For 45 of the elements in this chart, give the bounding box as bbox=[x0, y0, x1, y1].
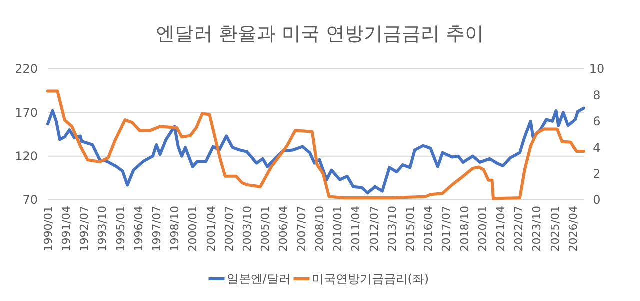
y2-tick-label: 4 bbox=[593, 140, 601, 155]
x-tick-label: 2026/04 bbox=[566, 206, 580, 252]
x-tick-label: 1995/01 bbox=[114, 206, 128, 252]
x-tick-label: 1992/07 bbox=[78, 206, 92, 252]
y2-tick-label: 8 bbox=[593, 88, 601, 102]
x-tick-label: 2003/10 bbox=[240, 206, 254, 252]
y-tick-label: 220 bbox=[15, 62, 38, 76]
x-tick-label: 2016/04 bbox=[422, 206, 436, 252]
x-tick-label: 2022/07 bbox=[512, 206, 526, 252]
x-tick-label: 1996/04 bbox=[132, 206, 146, 252]
y2-tick-label: 6 bbox=[593, 114, 601, 129]
x-tick-label: 2018/10 bbox=[458, 206, 472, 252]
x-tick-label: 2006/04 bbox=[277, 206, 290, 252]
x-tick-label: 1998/10 bbox=[168, 206, 182, 252]
x-tick-label: 2008/10 bbox=[313, 206, 326, 252]
legend-label: 일본엔/달러 bbox=[226, 272, 291, 286]
x-tick-label: 1991/04 bbox=[60, 206, 73, 252]
x-tick-label: 1990/01 bbox=[42, 206, 55, 252]
x-tick-label: 2023/10 bbox=[530, 206, 544, 252]
y2-tick-label: 2 bbox=[593, 167, 601, 181]
chart-title: 엔달러 환율과 미국 연방기금금리 추이 bbox=[156, 23, 484, 45]
x-tick-label: 2007/07 bbox=[295, 206, 308, 252]
x-tick-label: 2017/07 bbox=[440, 206, 454, 252]
x-tick-label: 2021/04 bbox=[494, 206, 508, 252]
x-tick-label: 2012/07 bbox=[368, 206, 381, 252]
x-tick-label: 1993/10 bbox=[96, 206, 110, 252]
legend-label: 미국연방기금금리(좌) bbox=[312, 272, 430, 286]
line-series bbox=[46, 90, 586, 200]
x-tick-label: 2002/07 bbox=[222, 206, 236, 252]
x-tick-label: 2011/04 bbox=[350, 206, 363, 252]
y2-tick-label: 0 bbox=[593, 193, 601, 208]
line-series bbox=[46, 106, 586, 195]
y-tick-label: 120 bbox=[15, 150, 38, 164]
x-tick-label: 2025/01 bbox=[548, 206, 562, 252]
x-tick-label: 1997/07 bbox=[150, 206, 164, 252]
x-tick-label: 2005/01 bbox=[259, 206, 272, 252]
x-tick-label: 2020/01 bbox=[476, 206, 490, 252]
x-tick-label: 2001/04 bbox=[204, 206, 218, 252]
y-tick-label: 170 bbox=[15, 106, 38, 120]
y-tick-label: 70 bbox=[22, 193, 38, 208]
x-tick-label: 2013/10 bbox=[386, 206, 399, 252]
x-tick-label: 2000/01 bbox=[186, 206, 200, 252]
x-tick-label: 2015/01 bbox=[404, 206, 418, 252]
y2-tick-label: 10 bbox=[589, 62, 605, 76]
x-tick-label: 2010/01 bbox=[332, 206, 345, 252]
